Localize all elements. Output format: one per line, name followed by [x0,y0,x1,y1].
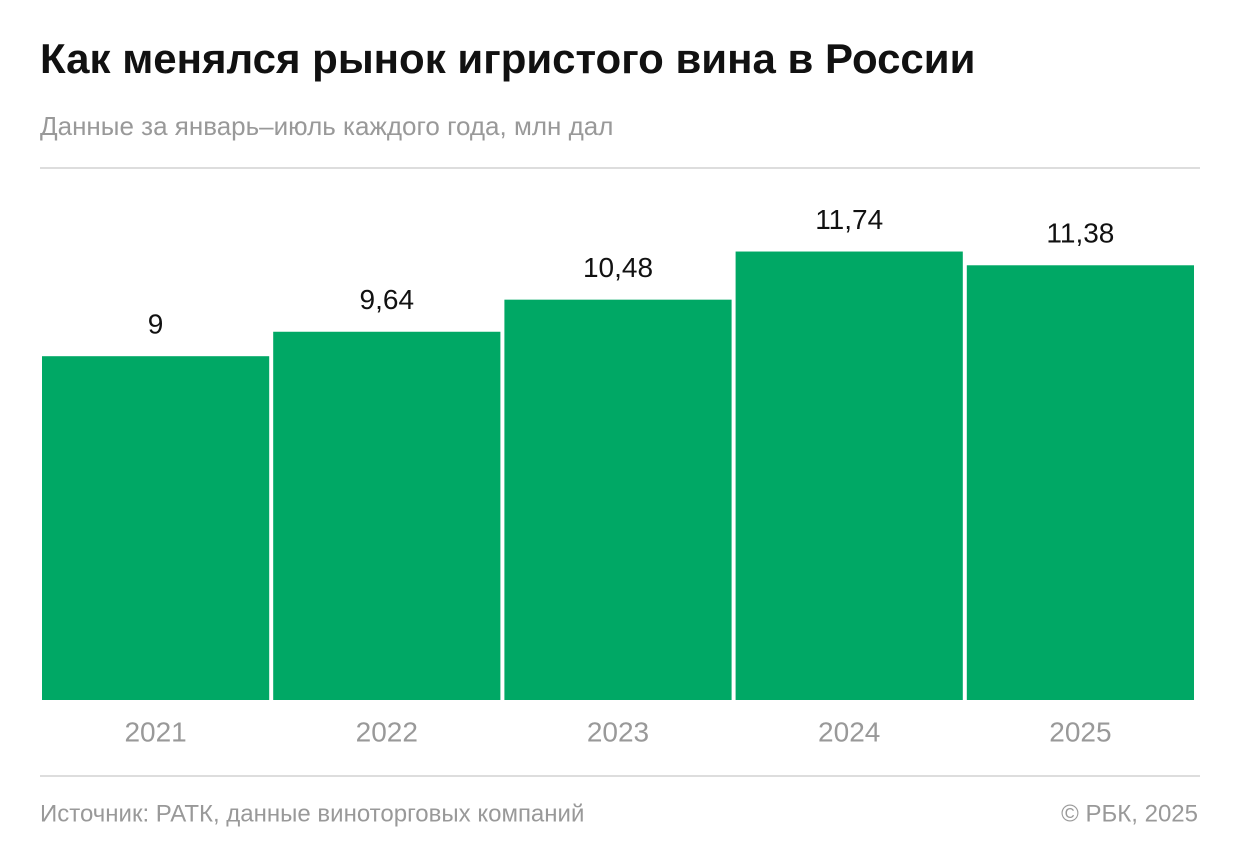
value-label: 11,74 [815,204,883,235]
x-tick-label: 2023 [587,716,649,747]
value-label: 9 [148,309,164,340]
bar [273,331,501,700]
value-label: 11,38 [1046,218,1114,249]
bar [966,265,1194,700]
value-label: 9,64 [360,284,415,315]
x-tick-label: 2022 [356,716,418,747]
x-tick-label: 2024 [818,716,880,747]
bar [42,356,270,700]
x-tick-label: 2021 [124,716,186,747]
x-tick-label: 2025 [1049,716,1111,747]
chart-subtitle: Данные за январь–июль каждого года, млн … [40,111,613,141]
chart-title: Как менялся рынок игристого вина в Росси… [40,35,975,82]
bar [735,251,963,701]
bar [504,299,732,700]
source: Источник: РАТК, данные виноторговых комп… [40,800,584,827]
value-label: 10,48 [583,252,653,283]
credit: © РБК, 2025 [1061,800,1198,827]
